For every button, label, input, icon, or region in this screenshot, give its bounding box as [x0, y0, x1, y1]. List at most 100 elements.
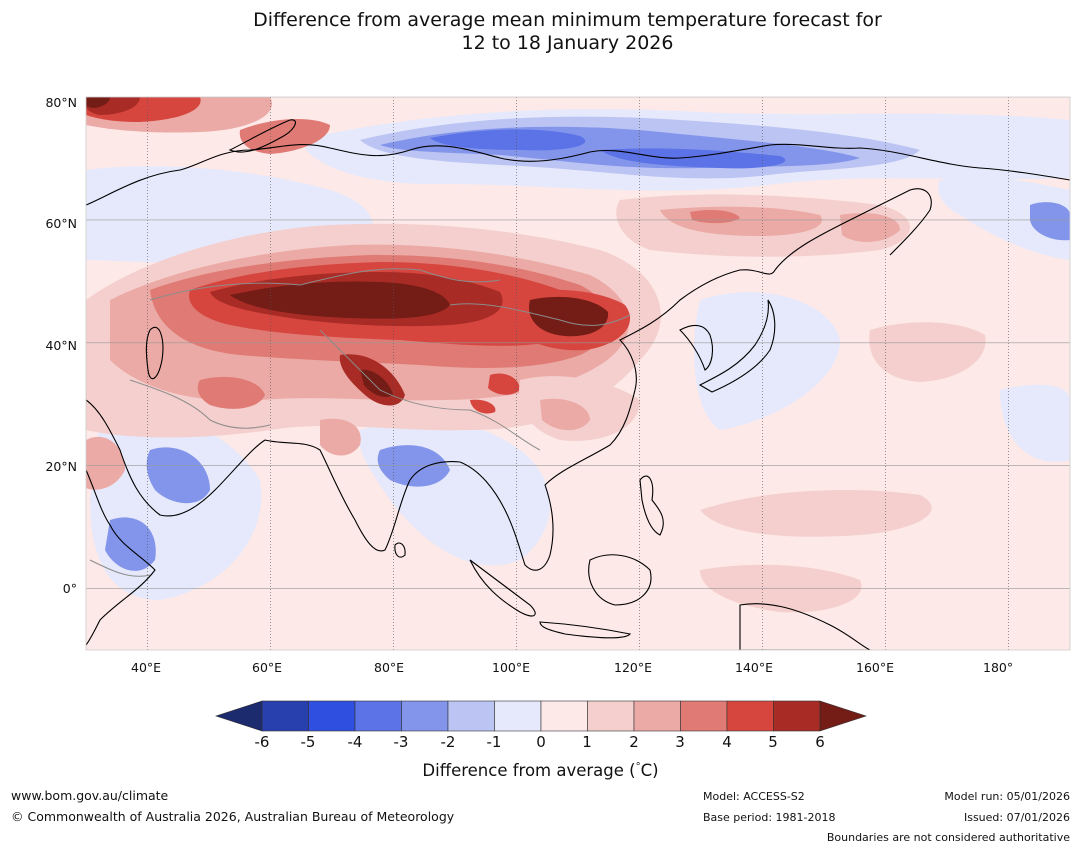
colorbar-bin-0 [261, 700, 309, 732]
anomaly-cold-pacific-east [1000, 384, 1070, 462]
anomaly-warm-barents [239, 118, 330, 154]
anomaly-warm-pacific-1 [869, 322, 986, 382]
colorbar-label-unit: C) [640, 761, 659, 780]
cb-tick-2: 2 [629, 733, 639, 751]
coastline-sumatra [469, 559, 536, 617]
footer-model: Model: ACCESS-S2 [703, 790, 805, 803]
colorbar-extend-high [819, 700, 867, 732]
colorbar-bin-6 [540, 700, 588, 732]
colorbar-bin-2 [354, 700, 402, 732]
coastline-indochina [459, 389, 636, 571]
coastline-arabia [86, 399, 266, 517]
title-line-2: 12 to 18 January 2026 [461, 32, 674, 54]
anomaly-cold-arabia-core [146, 447, 210, 504]
anomaly-cold-siberia-east [938, 176, 1070, 260]
lon-tick-60e: 60°E [252, 660, 283, 675]
anomaly-warm-arctic-4 [86, 97, 110, 108]
coastline-africa-horn [86, 469, 156, 646]
coastline-caspian [145, 327, 164, 380]
colorbar-bin-9 [680, 700, 728, 732]
lon-tick-140e: 140°E [735, 660, 774, 675]
cb-tick-4: 4 [722, 733, 732, 751]
lat-tick-0: 0° [62, 581, 77, 596]
anomaly-cold-5 [600, 148, 786, 169]
colorbar-label-degree: ° [635, 761, 641, 773]
lat-tick-20n: 20°N [45, 459, 77, 474]
coastline-philippines [639, 475, 664, 536]
colorbar-bin-5 [494, 700, 542, 732]
colorbar-label: Difference from average (°C) [0, 761, 1081, 780]
anomaly-cold-northpacific [694, 292, 840, 430]
boundary-china-south [319, 329, 541, 451]
anomaly-cold-northpacific-core [1030, 202, 1070, 241]
coastline-sakhalin-kamchatka [774, 188, 932, 271]
colorbar-extend-low [215, 700, 263, 732]
anomaly-warm-tibet-west-core [360, 369, 393, 397]
footer-boundaries-note: Boundaries are not considered authoritat… [826, 831, 1070, 844]
cb-tick-minus3: -3 [393, 733, 409, 751]
anomaly-cold-horn-core [105, 517, 156, 571]
anomaly-warm-tibet-east [488, 373, 520, 395]
anomaly-cold-4 [430, 129, 586, 151]
footer-copyright: © Commonwealth of Australia 2026, Austra… [11, 809, 455, 824]
lat-tick-40n: 40°N [45, 338, 77, 353]
colorbar-bin-1 [308, 700, 356, 732]
footer-website[interactable]: www.bom.gov.au/climate [11, 788, 169, 803]
coastline-sri-lanka [394, 542, 406, 558]
boundary-china-mongolia [449, 303, 631, 326]
colorbar-label-prefix: Difference from average ( [422, 761, 636, 780]
cb-tick-minus1: -1 [486, 733, 502, 751]
anomaly-warm-arabia-west [86, 436, 125, 490]
graticule [86, 97, 1070, 650]
colorbar-bin-3 [401, 700, 449, 732]
footer-base-period: Base period: 1981-2018 [703, 811, 836, 824]
boundary-middle-east [129, 379, 271, 429]
cb-tick-5: 5 [768, 733, 778, 751]
colorbar-bin-11 [773, 700, 821, 732]
coastlines [86, 119, 1070, 650]
anomaly-warm-pacific-2 [700, 490, 932, 537]
coastline-korea [679, 324, 714, 371]
cb-tick-1: 1 [582, 733, 592, 751]
anomaly-warm-fareast-4 [840, 213, 900, 242]
colorbar-bin-4 [447, 700, 495, 732]
anomaly-warm-6 [230, 281, 450, 319]
coastline-java [539, 621, 632, 639]
cb-tick-minus4: -4 [347, 733, 363, 751]
boundary-africa [89, 559, 151, 577]
lon-tick-160e: 160°E [856, 660, 895, 675]
map-plot-area [86, 97, 1070, 650]
coastline-borneo [588, 554, 652, 606]
lon-tick-80e: 80°E [374, 660, 405, 675]
footer-model-run: Model run: 05/01/2026 [944, 790, 1070, 803]
cb-tick-3: 3 [675, 733, 685, 751]
colorbar-bin-10 [726, 700, 774, 732]
map-frame [85, 96, 1071, 651]
lon-tick-180: 180° [983, 660, 1014, 675]
cb-tick-6: 6 [815, 733, 825, 751]
footer-issued: Issued: 07/01/2026 [963, 811, 1070, 824]
anomaly-warm-china-core [540, 398, 590, 431]
anomaly-warm-tibet-south [470, 399, 496, 414]
coastline-china-east [619, 269, 776, 391]
cb-tick-minus2: -2 [440, 733, 456, 751]
coastline-new-guinea [739, 603, 871, 650]
anomaly-warm-iran [197, 376, 265, 409]
colorbar [215, 700, 867, 732]
lon-tick-40e: 40°E [131, 660, 162, 675]
lon-tick-120e: 120°E [614, 660, 653, 675]
boundary-kazakhstan-russia [149, 268, 501, 301]
coastline-novaya-zemlya [228, 119, 296, 153]
lat-tick-60n: 60°N [45, 216, 77, 231]
coastline-india [264, 439, 461, 552]
map-title: Difference from average mean minimum tem… [0, 9, 1081, 55]
coastline-arctic-europe [86, 143, 1070, 206]
lon-tick-100e: 100°E [492, 660, 531, 675]
anomaly-warm-mongolia-6 [529, 296, 609, 337]
cb-tick-minus6: -6 [254, 733, 270, 751]
anomaly-warm-india-north [320, 418, 361, 456]
lat-tick-80n: 80°N [45, 95, 77, 110]
country-boundaries [89, 268, 631, 577]
cb-tick-minus5: -5 [300, 733, 316, 751]
